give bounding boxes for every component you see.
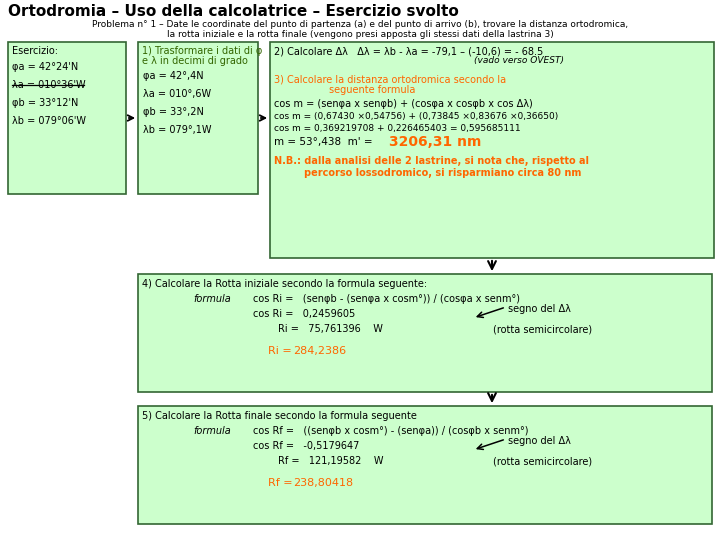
Text: 284,2386: 284,2386 xyxy=(293,346,346,356)
Text: (rotta semicircolare): (rotta semicircolare) xyxy=(493,324,592,334)
FancyBboxPatch shape xyxy=(138,274,712,392)
Text: (rotta semicircolare): (rotta semicircolare) xyxy=(493,456,592,466)
Text: λb = 079°06'W: λb = 079°06'W xyxy=(12,116,86,126)
Text: segno del Δλ: segno del Δλ xyxy=(508,304,571,314)
Text: φb = 33°,2N: φb = 33°,2N xyxy=(143,107,204,117)
Text: segno del Δλ: segno del Δλ xyxy=(508,436,571,446)
Text: 2) Calcolare Δλ   Δλ = λb - λa = -79,1 – (-10,6) = - 68.5: 2) Calcolare Δλ Δλ = λb - λa = -79,1 – (… xyxy=(274,46,544,56)
Text: cos Rf =   -0,5179647: cos Rf = -0,5179647 xyxy=(253,441,359,451)
Text: (vado verso OVEST): (vado verso OVEST) xyxy=(474,56,564,65)
Text: λb = 079°,1W: λb = 079°,1W xyxy=(143,125,212,135)
Text: Rf =: Rf = xyxy=(268,478,292,488)
Text: 238,80418: 238,80418 xyxy=(293,478,353,488)
Text: λa = 010°,6W: λa = 010°,6W xyxy=(143,89,211,99)
Text: m = 53°,438  m' =: m = 53°,438 m' = xyxy=(274,137,376,147)
FancyBboxPatch shape xyxy=(138,406,712,524)
Text: cos m = (senφa x senφb) + (cosφa x cosφb x cos Δλ): cos m = (senφa x senφb) + (cosφa x cosφb… xyxy=(274,99,533,109)
Text: Ri =: Ri = xyxy=(268,346,292,356)
Text: la rotta iniziale e la rotta finale (vengono presi apposta gli stessi dati della: la rotta iniziale e la rotta finale (ven… xyxy=(166,30,554,39)
Text: φb = 33°12'N: φb = 33°12'N xyxy=(12,98,78,108)
Text: cos Rf =   ((senφb x cosm°) - (senφa)) / (cosφb x senm°): cos Rf = ((senφb x cosm°) - (senφa)) / (… xyxy=(253,426,528,436)
Text: φa = 42°,4N: φa = 42°,4N xyxy=(143,71,204,81)
Text: λa = 010°36'W: λa = 010°36'W xyxy=(12,80,86,90)
Text: e λ in decimi di grado: e λ in decimi di grado xyxy=(142,56,248,66)
Text: cos Ri =   (senφb - (senφa x cosm°)) / (cosφa x senm°): cos Ri = (senφb - (senφa x cosm°)) / (co… xyxy=(253,294,520,304)
Text: 4) Calcolare la Rotta iniziale secondo la formula seguente:: 4) Calcolare la Rotta iniziale secondo l… xyxy=(142,279,427,289)
Text: 5) Calcolare la Rotta finale secondo la formula seguente: 5) Calcolare la Rotta finale secondo la … xyxy=(142,411,417,421)
Text: cos m = 0,369219708 + 0,226465403 = 0,595685111: cos m = 0,369219708 + 0,226465403 = 0,59… xyxy=(274,124,521,133)
Text: seguente formula: seguente formula xyxy=(329,85,415,95)
Text: φa = 42°24'N: φa = 42°24'N xyxy=(12,62,78,72)
Text: Problema n° 1 – Date le coordinate del punto di partenza (a) e del punto di arri: Problema n° 1 – Date le coordinate del p… xyxy=(92,20,628,29)
Text: formula: formula xyxy=(193,426,230,436)
FancyBboxPatch shape xyxy=(270,42,714,258)
Text: Ri =   75,761396    W: Ri = 75,761396 W xyxy=(278,324,383,334)
Text: Esercizio:: Esercizio: xyxy=(12,46,58,56)
Text: formula: formula xyxy=(193,294,230,304)
Text: Ortodromia – Uso della calcolatrice – Esercizio svolto: Ortodromia – Uso della calcolatrice – Es… xyxy=(8,4,459,19)
FancyBboxPatch shape xyxy=(138,42,258,194)
Text: 3206,31 nm: 3206,31 nm xyxy=(389,135,482,149)
Text: 3) Calcolare la distanza ortodromica secondo la: 3) Calcolare la distanza ortodromica sec… xyxy=(274,74,506,84)
Text: cos Ri =   0,2459605: cos Ri = 0,2459605 xyxy=(253,309,355,319)
Text: N.B.: dalla analisi delle 2 lastrine, si nota che, rispetto al: N.B.: dalla analisi delle 2 lastrine, si… xyxy=(274,156,589,166)
Text: 1) Trasformare i dati di φ: 1) Trasformare i dati di φ xyxy=(142,46,262,56)
Text: percorso lossodromico, si risparmiano circa 80 nm: percorso lossodromico, si risparmiano ci… xyxy=(304,168,581,178)
FancyBboxPatch shape xyxy=(8,42,126,194)
Text: cos m = (0,67430 ×0,54756) + (0,73845 ×0,83676 ×0,36650): cos m = (0,67430 ×0,54756) + (0,73845 ×0… xyxy=(274,112,558,121)
Text: Rf =   121,19582    W: Rf = 121,19582 W xyxy=(278,456,384,466)
